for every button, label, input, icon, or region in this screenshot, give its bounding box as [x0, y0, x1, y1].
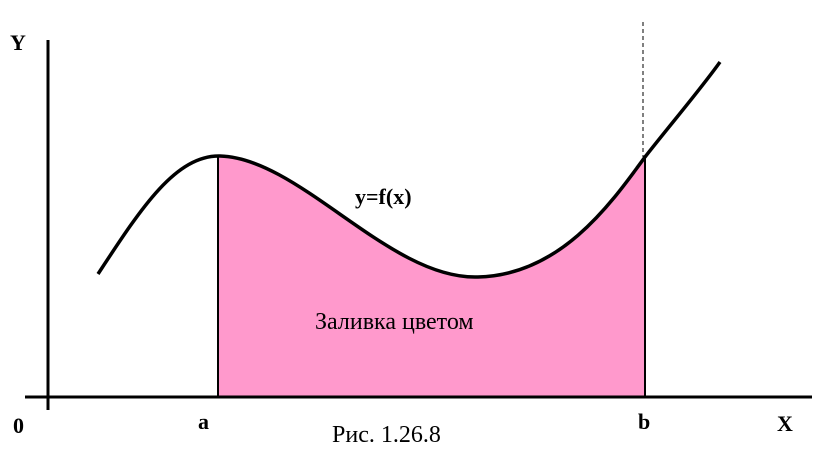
fill-label: Заливка цветом [315, 309, 474, 335]
origin-label: 0 [13, 413, 24, 438]
filled-area [218, 156, 645, 397]
curve-label: y=f(x) [355, 184, 412, 209]
caption: Рис. 1.26.8 [332, 422, 441, 448]
b-label: b [638, 409, 650, 434]
a-label: a [198, 409, 209, 434]
x-axis-label: X [777, 411, 793, 436]
y-axis-label: Y [10, 30, 26, 55]
curve [96, 60, 722, 279]
